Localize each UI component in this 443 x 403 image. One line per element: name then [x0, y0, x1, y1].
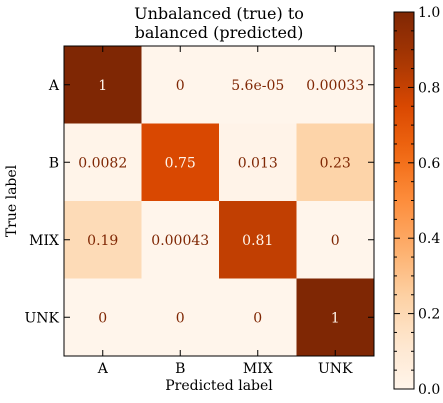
cell-a-unk [296, 46, 375, 124]
cell-unk-mix [219, 278, 297, 357]
cell-label-a-b: 0 [176, 78, 185, 94]
cell-unk-b [141, 278, 220, 357]
x-tick-label: UNK [318, 361, 353, 377]
cell-label-unk-b: 0 [176, 310, 185, 326]
cell-label-mix-mix: 0.81 [242, 233, 273, 249]
cell-label-a-a: 1 [98, 78, 107, 94]
cell-label-a-unk: 0.00033 [306, 78, 364, 94]
cell-b-b [141, 123, 220, 202]
cell-mix-unk [296, 201, 375, 279]
x-tick-label: A [97, 361, 109, 377]
colorbar-ticks: 0.0 0.2 0.4 0.6 0.8 1.0 [394, 5, 440, 398]
x-tick-label: B [175, 361, 185, 377]
x-axis-label: Predicted label [165, 378, 273, 394]
plot-frame [63, 45, 375, 357]
cell-b-a [64, 123, 142, 202]
cell-mix-mix [219, 201, 297, 279]
cell-label-unk-mix: 0 [253, 310, 262, 326]
cell-b-mix [219, 123, 297, 202]
y-tick-label: B [49, 155, 59, 171]
cell-label-a-mix: 5.6e-05 [231, 78, 284, 94]
cell-label-mix-a: 0.19 [87, 233, 118, 249]
cell-mix-b [141, 201, 220, 279]
colorbar-tick-label: 0.8 [418, 80, 440, 96]
cell-label-unk-unk: 1 [331, 310, 340, 326]
heatmap-cells [64, 46, 375, 357]
cell-unk-unk [296, 278, 375, 357]
colorbar-tick-label: 1.0 [418, 5, 440, 21]
colorbar-tick-label: 0.0 [418, 382, 440, 398]
cell-mix-a [64, 201, 142, 279]
cell-a-b [141, 46, 220, 124]
chart-title-line-1: Unbalanced (true) to [134, 4, 304, 23]
cell-label-b-mix: 0.013 [238, 155, 278, 171]
x-tick-label: MIX [243, 361, 273, 377]
y-tick-label: UNK [24, 310, 59, 326]
cell-b-unk [296, 123, 375, 202]
x-axis-ticks: A B MIX UNK [97, 46, 353, 377]
cell-label-b-b: 0.75 [165, 155, 196, 171]
chart-title-line-2: balanced (predicted) [135, 23, 304, 42]
cell-unk-a [64, 278, 142, 357]
cell-label-b-a: 0.0082 [78, 155, 127, 171]
cell-label-b-unk: 0.23 [320, 155, 351, 171]
cell-label-mix-b: 0.00043 [151, 233, 209, 249]
cell-a-mix [219, 46, 297, 124]
y-axis-label: True label [4, 164, 20, 237]
colorbar-tick-label: 0.4 [418, 231, 440, 247]
colorbar-tick-label: 0.6 [418, 156, 440, 172]
y-axis-ticks: A B MIX UNK [24, 78, 374, 326]
y-tick-label: MIX [29, 233, 59, 249]
cell-a-a [64, 46, 142, 124]
cell-label-mix-unk: 0 [331, 233, 340, 249]
heatmap-cell-labels: 1 0 5.6e-05 0.00033 0.0082 0.75 0.013 0.23 0.19 0… [78, 78, 364, 327]
colorbar-tick-label: 0.2 [418, 307, 440, 323]
cell-label-unk-a: 0 [98, 310, 107, 326]
y-tick-label: A [48, 78, 60, 94]
